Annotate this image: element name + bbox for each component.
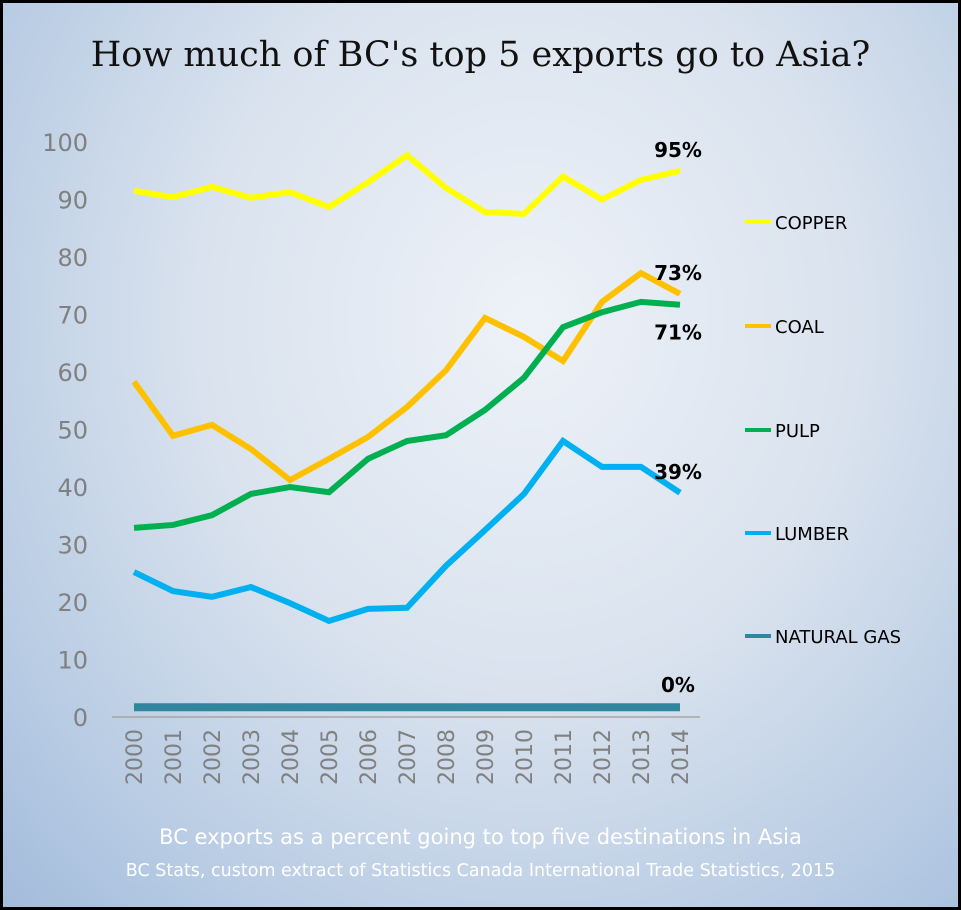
x-tick-label: 2005 [318, 729, 343, 785]
y-tick-label: 30 [57, 532, 88, 560]
x-tick-label: 2010 [513, 729, 538, 785]
y-tick-label: 100 [42, 129, 88, 157]
series-line-pulp [133, 298, 681, 531]
legend-label: COAL [775, 317, 824, 338]
x-tick-label: 2002 [201, 729, 226, 785]
data-label: 39% [654, 460, 702, 484]
y-tick-label: 80 [57, 244, 88, 272]
x-tick-label: 2011 [552, 729, 577, 785]
legend-label: LUMBER [775, 524, 849, 545]
data-label: 73% [654, 261, 702, 285]
y-tick-label: 0 [73, 704, 88, 732]
x-tick-label: 2013 [630, 729, 655, 785]
chart-title: How much of BC's top 5 exports go to Asi… [90, 35, 871, 75]
y-tick-label: 10 [57, 647, 88, 675]
chart-subtitle: BC exports as a percent going to top fiv… [159, 825, 802, 849]
legend-label: NATURAL GAS [775, 627, 901, 648]
x-tick-label: 2003 [240, 729, 265, 785]
series-line-coal [131, 269, 682, 484]
x-tick-label: 2009 [474, 729, 499, 785]
y-tick-label: 20 [57, 589, 88, 617]
series-line-copper [133, 151, 681, 217]
x-tick-label: 2007 [396, 729, 421, 785]
x-tick-label: 2001 [162, 729, 187, 785]
x-tick-label: 2008 [435, 729, 460, 785]
x-tick-label: 2012 [591, 729, 616, 785]
data-label: 0% [661, 673, 695, 697]
data-label: 95% [654, 138, 702, 162]
series-line-lumber [132, 436, 682, 625]
y-tick-label: 60 [57, 359, 88, 387]
y-tick-label: 50 [57, 417, 88, 445]
data-label: 71% [654, 321, 702, 345]
y-tick-label: 40 [57, 474, 88, 502]
x-tick-label: 2000 [123, 729, 148, 785]
legend-label: COPPER [775, 213, 847, 234]
legend-label: PULP [775, 421, 820, 442]
x-tick-label: 2004 [279, 729, 304, 785]
x-tick-label: 2014 [669, 729, 694, 785]
chart-source: BC Stats, custom extract of Statistics C… [125, 861, 836, 881]
y-tick-label: 90 [57, 187, 88, 215]
y-tick-label: 70 [57, 302, 88, 330]
x-tick-label: 2006 [357, 729, 382, 785]
